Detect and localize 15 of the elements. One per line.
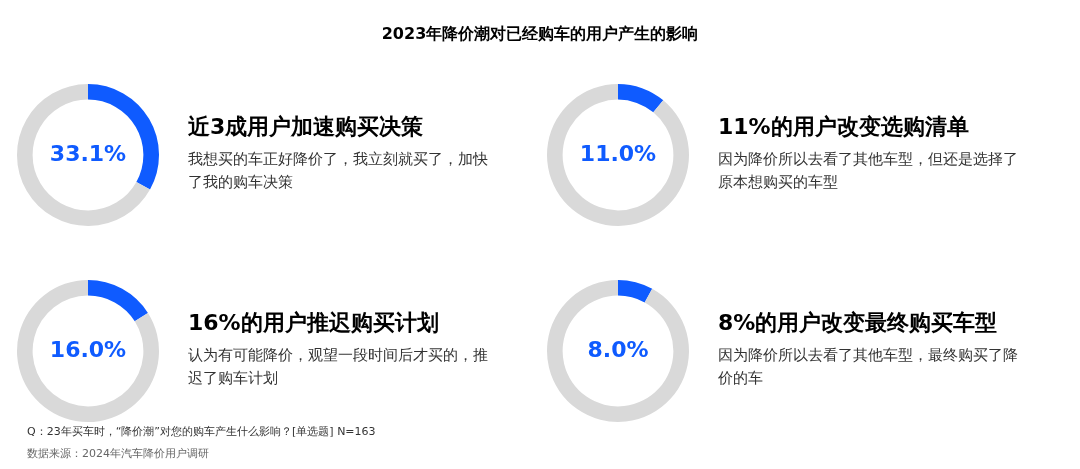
- text: 近3成用户加速购买决策: [188, 113, 425, 141]
- text: Q：23年买车时，“降价潮”对您的购车产生什么影响？[单选题] N=163: [27, 424, 376, 439]
- data-label: 16.0%: [49, 336, 127, 362]
- text: 我想买的车正好降价了，我立刻就买了，加快了我的购车决策: [188, 149, 488, 193]
- source-note: 数据来源：2024年汽车降价用户调研: [27, 446, 209, 461]
- text: 因为降价所以去看了其他车型，最终购买了降价的车: [718, 345, 1018, 389]
- text: 16%的用户推迟购买计划: [188, 309, 440, 337]
- text: 11%的用户改变选购清单: [718, 113, 970, 141]
- data-label: 8.0%: [587, 336, 649, 362]
- text: 2023年降价潮对已经购车的用户产生的影响: [380, 24, 700, 45]
- text: 认为有可能降价，观望一段时间后才买的，推迟了购车计划: [188, 345, 488, 389]
- data-label: 33.1%: [49, 140, 127, 166]
- data-label: 11.0%: [579, 140, 657, 166]
- text: 8%的用户改变最终购买车型: [718, 309, 999, 337]
- text: 因为降价所以去看了其他车型，但还是选择了原本想购买的车型: [718, 149, 1018, 193]
